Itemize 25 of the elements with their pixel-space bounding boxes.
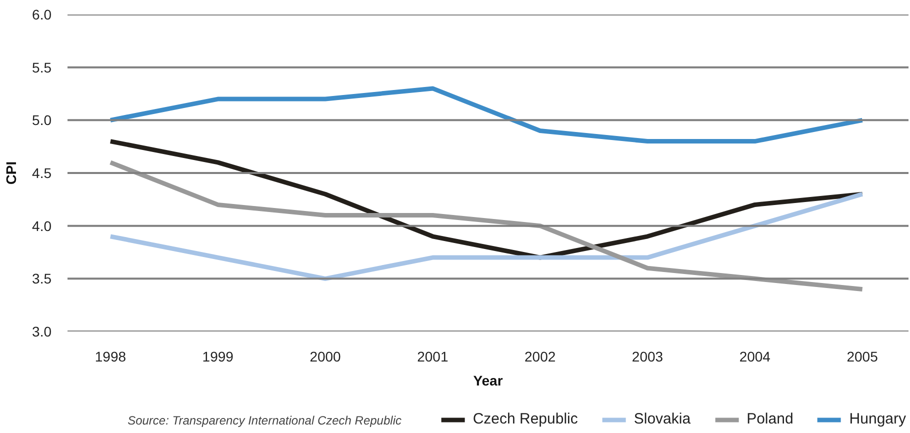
legend-label: Hungary <box>849 410 906 428</box>
line-series <box>108 192 865 281</box>
x-tick-label: 2005 <box>846 348 878 364</box>
x-tick-label: 1999 <box>202 348 234 364</box>
legend-label: Slovakia <box>634 410 691 428</box>
source-note: Source: Transparency International Czech Republic <box>128 414 402 428</box>
x-tick-label: 2001 <box>417 348 448 364</box>
y-tick-label: 3.0 <box>32 324 52 340</box>
legend-label: Czech Republic <box>472 410 578 428</box>
y-tick-label: 5.0 <box>32 112 52 128</box>
x-tick-label: 2004 <box>739 348 771 364</box>
x-tick-label: 1998 <box>94 348 126 364</box>
y-axis-title: CPI <box>3 161 20 185</box>
x-tick-label: 2003 <box>632 348 664 364</box>
y-tick-label: 6.0 <box>32 6 52 22</box>
y-tick-label: 5.5 <box>32 59 52 76</box>
line-series <box>108 86 865 144</box>
y-tick-label: 4.5 <box>32 165 52 181</box>
legend-label: Poland <box>746 410 794 428</box>
line-series <box>108 160 865 292</box>
x-tick-label: 2002 <box>524 348 556 364</box>
y-tick-label: 3.5 <box>32 270 52 287</box>
x-axis-title: Year <box>473 372 504 388</box>
x-tick-label: 2000 <box>310 348 342 364</box>
y-tick-label: 4.0 <box>32 218 52 234</box>
